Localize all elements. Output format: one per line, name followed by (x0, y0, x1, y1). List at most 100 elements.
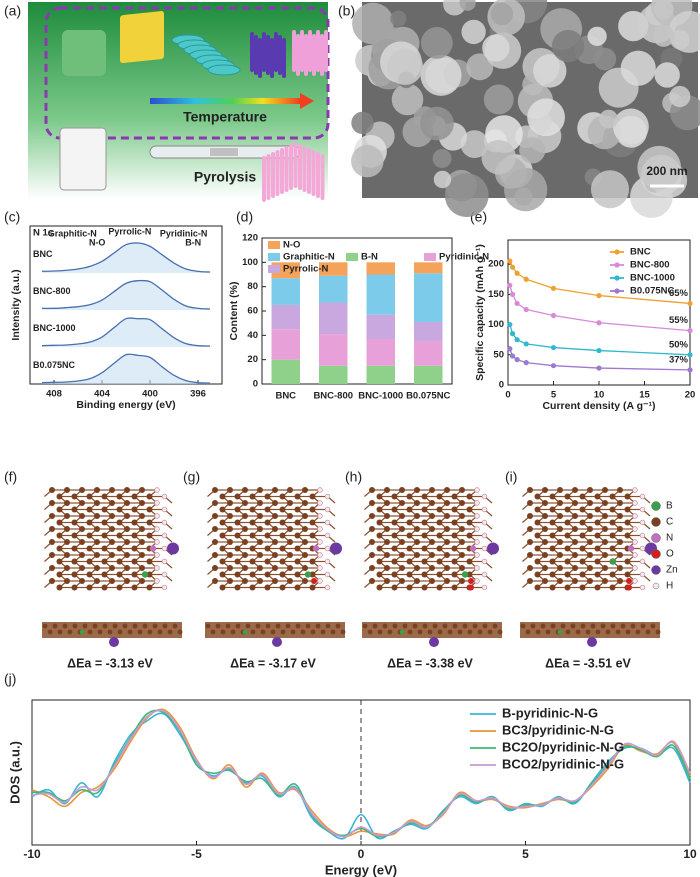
atom (459, 539, 465, 545)
atom (474, 526, 480, 532)
zn-atom (167, 542, 179, 555)
atom (309, 558, 316, 565)
legend-label: B-pyridinic-N-G (502, 705, 598, 720)
y-axis-label: Specific capacity (mAh g⁻¹) (474, 244, 486, 381)
x-tick-label: 5 (522, 847, 529, 861)
x-tick-label: 404 (94, 389, 111, 400)
zn-atom (330, 542, 342, 555)
bar-segment (366, 338, 395, 366)
atom (632, 565, 638, 571)
point (523, 276, 529, 282)
atom (527, 513, 533, 519)
bar-segment (319, 262, 348, 276)
atom (557, 513, 563, 519)
n-atom (627, 545, 635, 552)
atom (116, 545, 123, 552)
side-atom (452, 623, 458, 629)
bar-segment (366, 274, 395, 315)
atom (564, 493, 571, 500)
atom (414, 500, 420, 506)
atom (101, 584, 108, 591)
atom (116, 558, 123, 565)
pink-rod (312, 34, 316, 76)
atom (376, 519, 383, 526)
side-atom (447, 629, 453, 635)
side-atom (462, 623, 468, 629)
side-atom (215, 623, 221, 629)
legend-marker (614, 249, 620, 255)
atom (161, 532, 168, 539)
atom (594, 558, 601, 565)
atom (451, 571, 458, 578)
legend-swatch (268, 265, 280, 273)
sem-particle (351, 144, 384, 178)
atom (451, 584, 458, 591)
atom (227, 500, 233, 506)
atom (279, 532, 286, 539)
atom (242, 552, 248, 558)
atom (131, 584, 138, 591)
atom (602, 526, 608, 532)
side-atom (220, 629, 226, 635)
o-atom (468, 578, 474, 584)
atom (302, 513, 308, 519)
atom (444, 565, 450, 571)
atom (56, 558, 63, 565)
atom (154, 526, 160, 532)
atom (587, 578, 593, 584)
pink-product-rod (289, 144, 293, 190)
side-atom (107, 629, 113, 635)
atom (324, 558, 331, 565)
atom (139, 500, 145, 506)
sem-particle (420, 27, 453, 59)
side-atom (102, 623, 108, 629)
bar-segment (366, 365, 395, 384)
atom (474, 552, 480, 558)
atom (421, 493, 428, 500)
atom (391, 493, 398, 500)
legend-swatch (268, 241, 280, 249)
pink-rod (308, 30, 312, 72)
atom (324, 532, 331, 539)
atom (302, 578, 308, 584)
spectrum-line (41, 317, 211, 347)
atom (219, 558, 226, 565)
atom (161, 558, 168, 565)
bar-segment (414, 365, 443, 384)
atom (436, 558, 443, 565)
atom (109, 513, 115, 519)
atom (617, 578, 623, 584)
atom (279, 584, 286, 591)
atom (602, 552, 608, 558)
atom (109, 500, 115, 506)
atom (242, 513, 248, 519)
atom (317, 513, 323, 519)
atom (639, 493, 646, 500)
point (550, 344, 557, 351)
purple-rod (254, 35, 258, 75)
atom (49, 578, 55, 584)
side-atom (87, 629, 93, 635)
atom (219, 519, 226, 526)
atom (146, 584, 153, 591)
atom (302, 539, 308, 545)
atom (212, 500, 218, 506)
atom (64, 539, 70, 545)
retention-label: 50% (669, 339, 689, 350)
atom (309, 519, 316, 526)
point (507, 321, 513, 328)
atom (146, 519, 153, 526)
pink-product-rod (266, 154, 271, 200)
point (507, 282, 513, 288)
atom (279, 506, 286, 513)
side-atom (640, 623, 646, 629)
atom (369, 539, 375, 545)
atom (109, 578, 115, 584)
bar-segment (414, 321, 443, 342)
side-atom (437, 629, 443, 635)
sem-particle (590, 170, 630, 209)
atom (414, 513, 420, 519)
atom (139, 552, 145, 558)
pink-rod (304, 34, 308, 76)
